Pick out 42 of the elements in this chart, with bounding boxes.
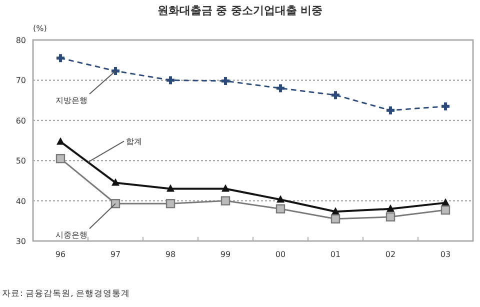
point <box>56 154 66 164</box>
point <box>165 74 176 86</box>
point <box>222 184 230 192</box>
x-tick-label: 97 <box>110 250 121 259</box>
point <box>330 214 340 224</box>
x-tick-label: 00 <box>275 250 286 259</box>
point <box>330 90 341 101</box>
point <box>276 195 284 203</box>
text: 자료: 금융감독원, 은행경영통계 <box>2 289 130 299</box>
x-tick-label: 96 <box>55 250 66 259</box>
point <box>166 184 174 192</box>
y-tick-label: 80 <box>16 36 26 45</box>
text: 시중은행 <box>56 230 88 240</box>
point <box>386 204 394 212</box>
point <box>220 196 230 206</box>
y-tick-label: 50 <box>16 156 26 166</box>
point <box>442 198 450 206</box>
text: 지방은행 <box>56 96 88 105</box>
point <box>332 207 340 215</box>
y-tick-label: 60 <box>16 116 26 126</box>
x-tick-label: 01 <box>330 250 341 259</box>
x-tick-label: 98 <box>165 250 176 259</box>
x-tick-label: 99 <box>220 250 231 259</box>
y-tick-label: 70 <box>16 76 26 86</box>
point <box>166 199 176 208</box>
point <box>110 199 120 208</box>
chart-title: 원화대출금 중 중소기업대출 비중 <box>157 4 323 17</box>
point <box>440 205 450 215</box>
point <box>275 82 286 94</box>
y-tick-label: 30 <box>16 237 26 246</box>
point <box>55 52 66 64</box>
point <box>385 104 396 116</box>
text: 합계 <box>126 137 142 146</box>
y-tick-label: 40 <box>16 196 26 206</box>
point <box>440 100 451 112</box>
point <box>386 212 396 222</box>
point <box>112 178 120 186</box>
x-tick-label: 03 <box>440 250 451 259</box>
point <box>276 204 286 214</box>
x-tick-label: 02 <box>385 250 396 259</box>
point <box>56 137 64 145</box>
y-axis-title: (%) <box>33 24 47 33</box>
